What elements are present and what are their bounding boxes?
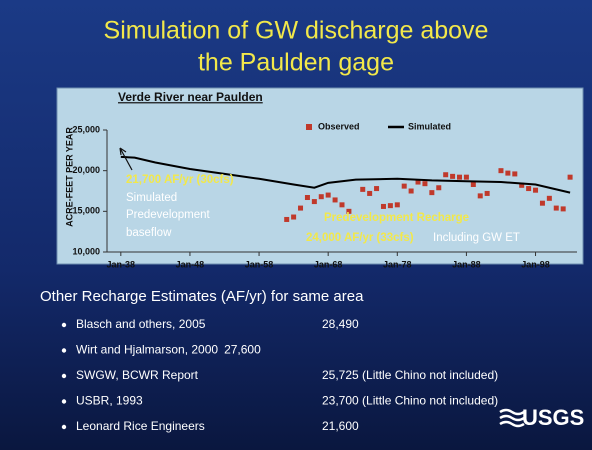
observed-point bbox=[519, 182, 525, 188]
y-tick-label: 20,000 bbox=[72, 165, 100, 175]
observed-point bbox=[291, 214, 297, 220]
observed-point bbox=[498, 168, 504, 174]
estimate-source: SWGW, BCWR Report bbox=[76, 368, 199, 382]
logo-waves bbox=[499, 408, 525, 428]
bullet bbox=[61, 424, 67, 430]
observed-point bbox=[387, 203, 393, 209]
observed-point bbox=[560, 206, 566, 212]
annotation: Predevelopment bbox=[126, 209, 211, 221]
annotation-arrow bbox=[119, 147, 133, 171]
observed-point bbox=[512, 171, 518, 177]
x-tick-label: Jan-48 bbox=[176, 259, 205, 269]
estimate-source: USBR, 1993 bbox=[76, 394, 143, 408]
x-tick-label: Jan-68 bbox=[314, 259, 343, 269]
x-tick-label: Jan-88 bbox=[452, 259, 481, 269]
legend-label: Simulated bbox=[408, 121, 451, 131]
x-tick-label: Jan-38 bbox=[107, 259, 136, 269]
annotation: Simulated bbox=[126, 192, 177, 204]
observed-point bbox=[463, 174, 469, 180]
x-tick-label: Jan-98 bbox=[521, 259, 550, 269]
observed-point bbox=[443, 172, 449, 178]
observed-point bbox=[408, 188, 414, 194]
usgs-logo: USGS bbox=[499, 405, 584, 430]
estimate-source: Leonard Rice Engineers bbox=[76, 419, 205, 433]
bullet bbox=[61, 348, 67, 353]
observed-point bbox=[339, 202, 345, 208]
observed-point bbox=[553, 205, 559, 211]
observed-point bbox=[484, 190, 490, 196]
observed-point bbox=[367, 190, 373, 196]
observed-point bbox=[298, 205, 304, 211]
observed-point bbox=[318, 194, 324, 200]
observed-point bbox=[526, 186, 532, 192]
observed-point bbox=[394, 202, 400, 208]
estimate-value: 21,600 bbox=[322, 419, 359, 433]
annotation: Predevelopment Recharge bbox=[324, 212, 469, 224]
chart-title: Verde River near Paulden bbox=[118, 90, 263, 104]
chart-panel bbox=[56, 87, 584, 265]
x-tick-label: Jan-78 bbox=[383, 259, 412, 269]
observed-point bbox=[436, 185, 442, 191]
annotation: Including GW ET bbox=[433, 232, 520, 244]
y-tick-label: 15,000 bbox=[72, 206, 100, 216]
estimate-value: 23,700 (Little Chino not included) bbox=[322, 394, 498, 408]
observed-point bbox=[304, 195, 310, 201]
observed-point bbox=[567, 174, 573, 180]
observed-point bbox=[477, 193, 483, 199]
legend-swatch bbox=[306, 124, 312, 130]
observed-point bbox=[539, 200, 545, 206]
logo-text: USGS bbox=[522, 405, 584, 430]
observed-point bbox=[325, 192, 331, 198]
observed-point bbox=[457, 174, 462, 180]
bullet bbox=[61, 322, 67, 328]
bullet bbox=[61, 399, 67, 404]
bullet bbox=[61, 373, 67, 379]
annotation: 24,000 AF/yr (33cfs) bbox=[306, 232, 414, 244]
observed-point bbox=[332, 197, 338, 203]
observed-point bbox=[374, 186, 380, 192]
slide-title: Simulation of GW discharge above bbox=[104, 17, 489, 45]
y-tick-label: 10,000 bbox=[72, 246, 100, 256]
estimate-source: Blasch and others, 2005 bbox=[76, 317, 206, 331]
observed-point bbox=[284, 216, 290, 222]
observed-point bbox=[422, 181, 428, 187]
legend-label: Observed bbox=[318, 121, 360, 131]
y-tick-label: 25,000 bbox=[72, 124, 100, 134]
observed-point bbox=[380, 203, 386, 209]
x-tick-label: Jan-58 bbox=[245, 259, 274, 269]
observed-point bbox=[311, 199, 317, 205]
observed-point bbox=[470, 181, 476, 187]
annotation: baseflow bbox=[126, 227, 172, 239]
observed-point bbox=[360, 186, 366, 192]
simulated-line bbox=[120, 155, 571, 194]
observed-point bbox=[346, 208, 352, 214]
estimate-value: 25,725 (Little Chino not included) bbox=[322, 368, 498, 382]
estimates-heading: Other Recharge Estimates (AF/yr) for sam… bbox=[40, 288, 364, 305]
estimate-value: 27,600 bbox=[224, 343, 261, 357]
estimate-source: Wirt and Hjalmarson, 2000 bbox=[76, 343, 218, 357]
observed-point bbox=[415, 179, 421, 185]
y-axis-label: ACRE-FEET PER YEAR bbox=[64, 127, 74, 227]
observed-point bbox=[505, 170, 511, 176]
annotation: 21,700 AF/yr (30cfs) bbox=[126, 174, 234, 186]
slide-title: the Paulden gage bbox=[198, 49, 394, 77]
observed-point bbox=[429, 190, 435, 196]
observed-point bbox=[401, 183, 407, 189]
observed-point bbox=[450, 173, 456, 179]
observed-point bbox=[533, 187, 539, 193]
estimate-value: 28,490 bbox=[322, 317, 359, 331]
observed-point bbox=[546, 195, 552, 201]
